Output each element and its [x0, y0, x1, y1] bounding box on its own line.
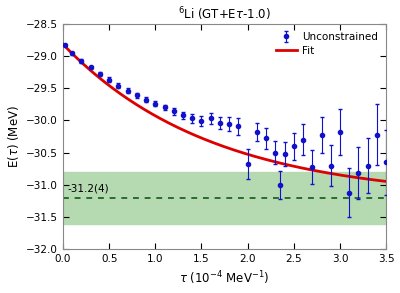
Bar: [63, 172, 386, 224]
Fit: [214, 142, 219, 146]
Fit: [253, 155, 258, 158]
Fit: [60, 42, 65, 46]
Fit: [384, 180, 388, 183]
Y-axis label: E($\tau$) (MeV): E($\tau$) (MeV): [6, 105, 20, 168]
Fit: [236, 149, 240, 153]
Legend: Unconstrained, Fit: Unconstrained, Fit: [273, 29, 381, 59]
Text: -31.2(4): -31.2(4): [68, 183, 109, 193]
Fit: [376, 179, 381, 182]
Fit: [326, 171, 330, 175]
Title: $^{6}$Li (GT+E$\tau$-1.0): $^{6}$Li (GT+E$\tau$-1.0): [178, 6, 271, 23]
Fit: [216, 143, 221, 146]
X-axis label: $\tau$ (10$^{-4}$ MeV$^{-1}$): $\tau$ (10$^{-4}$ MeV$^{-1}$): [180, 270, 270, 287]
Line: Fit: Fit: [63, 44, 386, 181]
